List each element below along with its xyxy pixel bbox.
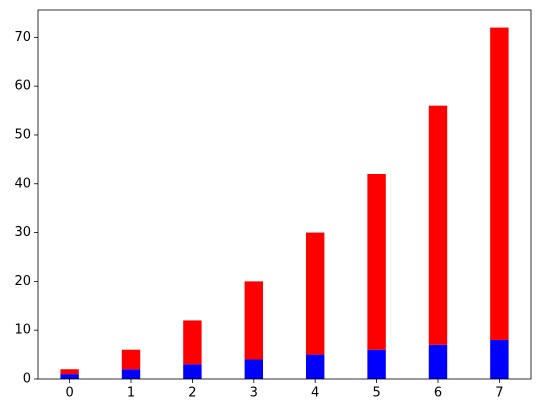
bar-segment — [367, 349, 386, 379]
y-tick-label: 70 — [14, 30, 31, 45]
x-tick-label: 1 — [127, 386, 135, 401]
x-tick-label: 4 — [311, 386, 319, 401]
bar-segment — [60, 369, 79, 375]
bar-segment — [428, 105, 448, 345]
bar-segment — [244, 281, 264, 360]
x-tick-label: 6 — [434, 386, 442, 401]
bar-segment — [244, 359, 264, 379]
bar-segment — [305, 354, 325, 379]
y-tick-label: 20 — [14, 274, 31, 289]
x-tick-label: 3 — [250, 386, 258, 401]
bar-segment — [60, 374, 79, 379]
x-tick-label: 5 — [372, 386, 380, 401]
bar-segment — [305, 232, 325, 355]
bar-segment — [121, 369, 141, 379]
y-tick-label: 60 — [14, 79, 31, 94]
y-tick-label: 0 — [23, 372, 31, 387]
y-tick-label: 50 — [14, 127, 31, 142]
x-tick-label: 2 — [188, 386, 196, 401]
y-tick-label: 10 — [14, 323, 31, 338]
y-tick-label: 40 — [14, 176, 31, 191]
bar-segment — [428, 344, 448, 379]
plot-frame — [37, 9, 532, 380]
x-tick-label: 7 — [495, 386, 503, 401]
y-tick-label: 30 — [14, 225, 31, 240]
bar-segment — [490, 339, 509, 379]
bar-segment — [490, 27, 509, 340]
bar-segment — [183, 364, 202, 379]
bar-segment — [121, 349, 141, 370]
bar-segment — [367, 174, 386, 350]
bar-segment — [183, 320, 202, 365]
x-tick-label: 0 — [65, 386, 73, 401]
